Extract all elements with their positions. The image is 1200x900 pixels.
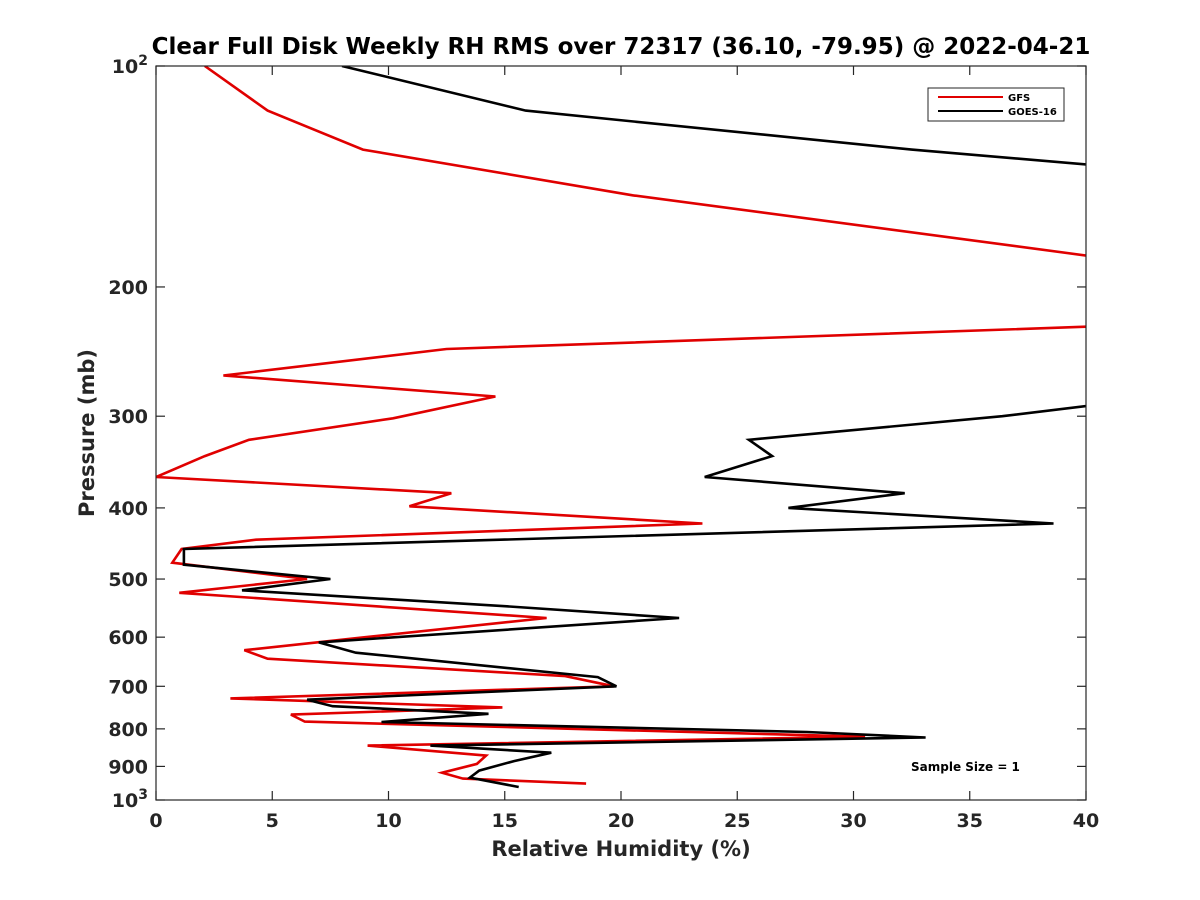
y-tick-label: 700 [108,676,148,698]
x-tick-label: 20 [608,810,634,832]
x-axis-label: Relative Humidity (%) [491,837,750,861]
y-tick-label: 300 [108,406,148,428]
legend-box [927,87,1065,122]
x-tick-label: 15 [492,810,518,832]
x-tick-label: 10 [375,810,401,832]
series-line-gfs [156,66,1086,785]
y-tick-label: 102 [112,53,148,78]
x-tick-label: 25 [724,810,750,832]
y-tick-label: 800 [108,719,148,741]
legend: GFS GOES-16 [927,87,1065,122]
x-axis-ticks: 0 5 10 15 20 25 30 35 40 [149,66,1099,832]
x-tick-label: 30 [840,810,866,832]
sample-size-annotation: Sample Size = 1 [911,760,1020,774]
x-tick-label: 5 [266,810,279,832]
x-tick-label: 35 [957,810,983,832]
y-tick-label: 200 [108,277,148,299]
y-axis-label: Pressure (mb) [75,349,99,517]
y-tick-label: 900 [108,756,148,778]
y-tick-label: 103 [112,787,148,812]
x-tick-label: 0 [149,810,162,832]
chart-title: Clear Full Disk Weekly RH RMS over 72317… [152,34,1091,60]
legend-label-gfs: GFS [1008,93,1030,104]
y-tick-label: 500 [108,569,148,591]
series-layer [156,66,1086,789]
legend-label-goes16: GOES-16 [1008,107,1057,118]
y-axis-ticks: 102 200 300 400 500 600 700 800 900 103 [108,53,1086,812]
series-line-goes16 [182,66,1086,789]
y-tick-label: 600 [108,627,148,649]
x-tick-label: 40 [1073,810,1099,832]
y-tick-label: 400 [108,498,148,520]
